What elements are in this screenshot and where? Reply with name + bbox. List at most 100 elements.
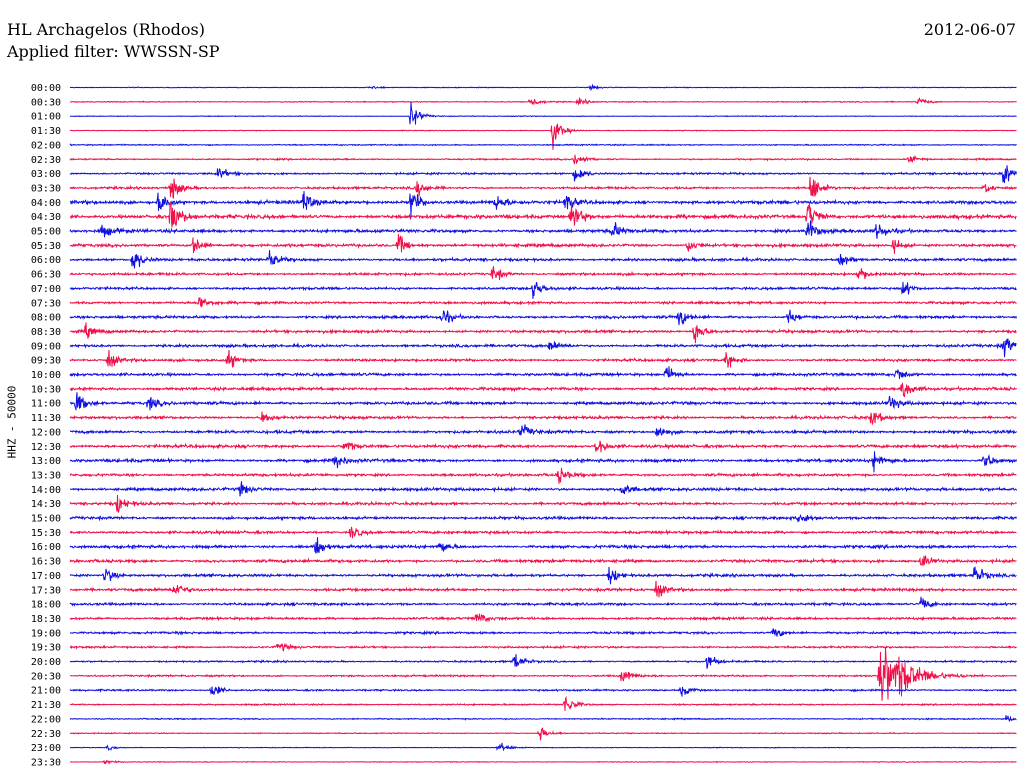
trace-row <box>69 309 1017 326</box>
row-label: 10:30 <box>31 384 61 395</box>
row-label: 23:00 <box>31 743 61 754</box>
row-label: 12:30 <box>31 442 61 453</box>
trace-row <box>69 467 1017 484</box>
row-label: 01:30 <box>31 126 61 137</box>
row-label: 21:00 <box>31 686 61 697</box>
row-label: 01:00 <box>31 112 61 123</box>
row-label: 07:00 <box>31 284 61 295</box>
row-label: 00:00 <box>31 83 61 94</box>
trace-row <box>69 83 1017 92</box>
row-label: 04:00 <box>31 198 61 209</box>
row-label: 17:30 <box>31 585 61 596</box>
trace-row <box>70 628 1017 637</box>
trace-row <box>69 513 1017 523</box>
trace-row <box>70 759 1017 766</box>
row-label: 22:00 <box>31 714 61 725</box>
trace-row <box>69 220 1017 239</box>
filter-subtitle: Applied filter: WWSSN-SP <box>7 42 220 61</box>
row-label: 18:30 <box>31 614 61 625</box>
row-label: 02:30 <box>31 155 61 166</box>
row-label: 06:00 <box>31 255 61 266</box>
row-label: 02:00 <box>31 140 61 151</box>
trace-row <box>69 165 1017 184</box>
trace-row <box>69 580 1017 598</box>
row-label: 09:30 <box>31 356 61 367</box>
trace-row <box>69 481 1017 497</box>
trace-row <box>69 233 1017 254</box>
trace-row <box>69 392 1017 411</box>
row-label: 06:30 <box>31 270 61 281</box>
row-label: 19:30 <box>31 643 61 654</box>
trace-row <box>69 176 1017 199</box>
trace-row <box>69 451 1017 473</box>
row-label: 16:00 <box>31 542 61 553</box>
trace-row <box>69 654 1017 669</box>
row-label: 10:00 <box>31 370 61 381</box>
row-label: 20:30 <box>31 671 61 682</box>
row-label: 12:00 <box>31 427 61 438</box>
row-label: 18:00 <box>31 600 61 611</box>
row-label: 15:00 <box>31 514 61 525</box>
row-label: 07:30 <box>31 298 61 309</box>
row-label: 22:30 <box>31 729 61 740</box>
trace-row <box>69 411 1017 425</box>
trace-row <box>69 143 1017 147</box>
row-label: 11:00 <box>31 399 61 410</box>
row-label: 04:30 <box>31 212 61 223</box>
trace-row <box>69 266 1017 281</box>
trace-row <box>69 97 1017 106</box>
trace-row <box>69 200 1017 228</box>
row-label: 17:00 <box>31 571 61 582</box>
date-label: 2012-06-07 <box>923 20 1016 39</box>
trace-row <box>69 526 1017 539</box>
row-label: 14:30 <box>31 499 61 510</box>
row-label: 15:30 <box>31 528 61 539</box>
row-label: 09:00 <box>31 341 61 352</box>
trace-row <box>69 424 1017 437</box>
trace-row <box>69 123 1017 150</box>
trace-row <box>69 494 1017 513</box>
chart-header: HL Archagelos (Rhodos) Applied filter: W… <box>7 19 220 63</box>
row-label: 13:30 <box>31 470 61 481</box>
trace-row <box>69 566 1017 585</box>
trace-row <box>69 440 1017 453</box>
trace-row <box>69 366 1017 379</box>
trace-row <box>69 338 1017 358</box>
row-label: 05:00 <box>31 227 61 238</box>
row-label: 14:00 <box>31 485 61 496</box>
row-label: 13:00 <box>31 456 61 467</box>
trace-row <box>69 555 1017 567</box>
trace-row <box>69 647 1017 701</box>
row-label: 16:30 <box>31 557 61 568</box>
station-title: HL Archagelos (Rhodos) <box>7 20 205 39</box>
row-label: 08:30 <box>31 327 61 338</box>
trace-row <box>69 191 1017 218</box>
row-label: 23:30 <box>31 757 61 768</box>
trace-row <box>69 281 1017 299</box>
trace-row <box>69 686 1017 697</box>
trace-row <box>69 742 1017 752</box>
row-label: 20:00 <box>31 657 61 668</box>
trace-row <box>69 642 1017 652</box>
row-label: 05:30 <box>31 241 61 252</box>
trace-row <box>69 322 1017 344</box>
trace-row <box>69 537 1017 554</box>
row-label: 03:30 <box>31 183 61 194</box>
trace-row <box>69 613 1017 623</box>
trace-row <box>69 596 1017 608</box>
trace-row <box>69 154 1017 165</box>
trace-row <box>69 296 1017 309</box>
row-label: 21:30 <box>31 700 61 711</box>
row-label: 11:30 <box>31 413 61 424</box>
trace-row <box>69 349 1017 368</box>
row-label: 03:00 <box>31 169 61 180</box>
trace-row <box>69 101 1017 125</box>
row-label: 08:00 <box>31 313 61 324</box>
row-label: 00:30 <box>31 97 61 108</box>
row-label: 19:00 <box>31 628 61 639</box>
trace-row <box>69 250 1017 269</box>
trace-row <box>69 714 1017 722</box>
trace-row <box>69 727 1017 741</box>
trace-row <box>69 381 1017 398</box>
